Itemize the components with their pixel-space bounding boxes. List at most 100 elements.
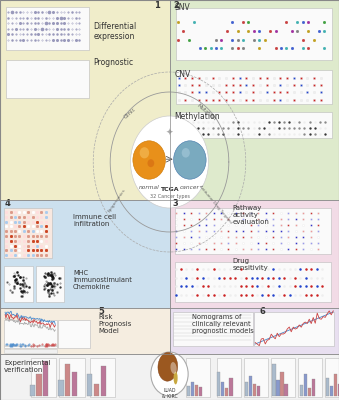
Bar [4, 208, 52, 258]
Bar [325, 358, 339, 397]
Text: Immune cell
infiltration: Immune cell infiltration [73, 214, 116, 227]
Circle shape [182, 148, 190, 158]
Circle shape [147, 159, 154, 167]
Bar [43, 361, 48, 396]
Text: Differential
expression: Differential expression [93, 22, 137, 41]
Bar [94, 384, 99, 396]
Text: 5: 5 [98, 307, 104, 316]
Text: LUAD
& KIRC
(example): LUAD & KIRC (example) [158, 388, 181, 400]
Bar [6, 7, 89, 50]
Bar [0, 308, 170, 354]
Bar [87, 374, 92, 396]
Bar [298, 358, 322, 397]
Bar [58, 380, 64, 396]
Text: 2: 2 [173, 1, 179, 10]
Bar [173, 312, 253, 346]
Bar [170, 0, 339, 200]
Text: 1: 1 [154, 1, 160, 10]
Bar [4, 320, 57, 348]
Bar [58, 320, 90, 348]
Bar [65, 364, 71, 396]
Bar [31, 358, 56, 397]
Text: Prognostic: Prognostic [93, 58, 133, 67]
Bar [253, 384, 256, 396]
Bar [176, 8, 332, 60]
Circle shape [198, 152, 205, 160]
Bar [308, 388, 311, 396]
Bar [217, 372, 220, 396]
Bar [30, 385, 35, 396]
Bar [37, 374, 42, 396]
Bar [90, 358, 115, 397]
Ellipse shape [158, 352, 178, 381]
Bar [170, 200, 339, 308]
Bar [170, 308, 339, 354]
Bar [254, 312, 334, 346]
Bar [195, 385, 198, 396]
Bar [312, 379, 315, 396]
Text: SNV: SNV [175, 3, 190, 12]
Bar [334, 374, 337, 396]
Bar [338, 384, 339, 396]
Bar [36, 266, 64, 302]
Text: 32 Cancer types: 32 Cancer types [149, 194, 190, 199]
Bar [59, 358, 85, 397]
Bar [300, 385, 303, 396]
Text: Pathway
activity
evaluation: Pathway activity evaluation [232, 205, 269, 225]
Circle shape [193, 143, 201, 153]
Bar [280, 372, 284, 396]
Bar [72, 372, 77, 396]
Text: TCGA: TCGA [160, 187, 179, 192]
Bar [176, 70, 332, 104]
Bar [199, 387, 202, 396]
Circle shape [133, 141, 165, 179]
Text: CNV: CNV [175, 70, 191, 79]
Bar [175, 208, 331, 254]
Text: ✦: ✦ [166, 129, 173, 138]
Bar [244, 358, 268, 397]
Bar [229, 378, 233, 396]
Bar [326, 378, 329, 396]
Text: Antitumor Drug Targeted: Antitumor Drug Targeted [198, 184, 233, 224]
Text: Methylation: Methylation [175, 112, 220, 121]
Text: cancer: cancer [180, 185, 200, 190]
Ellipse shape [174, 372, 178, 384]
Bar [304, 374, 307, 396]
Ellipse shape [171, 362, 177, 374]
Circle shape [178, 144, 188, 156]
Bar [257, 386, 260, 396]
Bar [221, 382, 224, 396]
Text: Clinic: Clinic [123, 106, 138, 120]
Bar [4, 266, 33, 302]
Bar [225, 388, 228, 396]
Bar [272, 364, 276, 396]
Text: Mutation: Mutation [196, 102, 217, 122]
Bar [330, 386, 333, 396]
Bar [101, 366, 106, 396]
Text: 6: 6 [259, 307, 265, 316]
Bar [0, 354, 339, 400]
Text: normal: normal [139, 185, 160, 190]
Text: MHC
Immunostimulant
Chemokine: MHC Immunostimulant Chemokine [73, 270, 132, 290]
Text: Epigenomics: Epigenomics [107, 188, 126, 212]
Text: Experimental
verification: Experimental verification [4, 360, 51, 373]
Bar [6, 60, 89, 98]
Bar [276, 380, 280, 396]
Text: 3: 3 [173, 199, 179, 208]
Circle shape [174, 141, 206, 179]
Bar [175, 262, 331, 302]
Bar [4, 345, 57, 346]
Bar [0, 200, 170, 308]
Bar [245, 382, 248, 396]
Bar [0, 0, 170, 200]
Bar [191, 382, 194, 396]
Text: Drug
sensitivity: Drug sensitivity [232, 258, 268, 271]
Text: Risk
Prognosis
Model: Risk Prognosis Model [98, 314, 132, 334]
Bar [284, 384, 288, 396]
Bar [187, 386, 190, 396]
Text: 4: 4 [4, 199, 10, 208]
Circle shape [131, 116, 208, 208]
Bar [176, 112, 332, 138]
Bar [249, 376, 252, 396]
Bar [271, 358, 295, 397]
